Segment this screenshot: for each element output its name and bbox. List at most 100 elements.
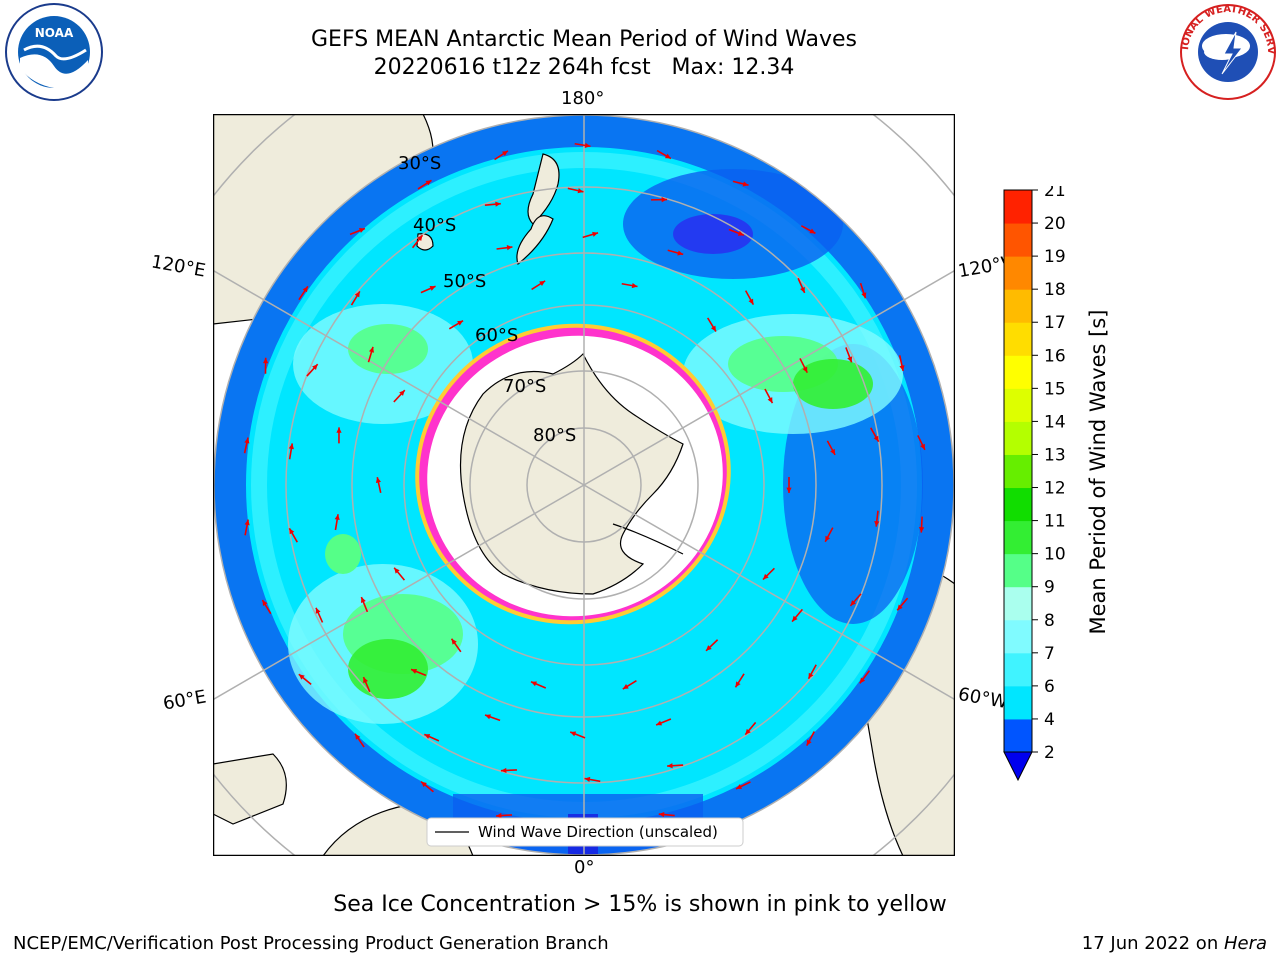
wind-wave-arrowhead bbox=[658, 811, 665, 818]
wind-wave-arrowhead bbox=[354, 291, 360, 298]
wind-wave-arrowhead bbox=[762, 573, 769, 580]
wind-wave-arrowhead bbox=[899, 365, 905, 371]
wind-wave-arrowhead bbox=[825, 535, 831, 542]
map-frame bbox=[213, 114, 955, 856]
wind-wave-arrowhead bbox=[244, 519, 250, 526]
colorbar-label: Mean Period of Wind Waves [s] bbox=[1086, 309, 1110, 635]
wind-wave-arrowhead bbox=[298, 674, 305, 680]
land-antarctica bbox=[459, 352, 684, 595]
wind-wave-arrowhead bbox=[735, 681, 741, 688]
footer-machine: Hera bbox=[1223, 933, 1267, 954]
wind-wave-arrowhead bbox=[800, 286, 805, 293]
colorbar-swatch bbox=[1004, 586, 1032, 621]
colorbar-tick-label: 8 bbox=[1044, 611, 1055, 631]
wind-wave-arrowhead bbox=[661, 197, 668, 203]
wind-wave-arrowhead bbox=[312, 364, 318, 370]
wind-wave-arrowhead bbox=[336, 427, 342, 433]
wind-wave-arrowhead bbox=[830, 448, 836, 455]
wind-wave-arrowhead bbox=[457, 320, 464, 326]
colorbar-tick-label: 14 bbox=[1044, 412, 1066, 432]
wind-wave-arrowhead bbox=[802, 366, 808, 373]
wind-wave-arrowhead bbox=[584, 142, 591, 148]
wind-wave-arrowhead bbox=[421, 781, 427, 788]
colorbar-tick-label: 11 bbox=[1044, 512, 1066, 532]
sea-ice-note: Sea Ice Concentration > 15% is shown in … bbox=[333, 892, 947, 917]
wind-wave-arrowhead bbox=[363, 677, 369, 684]
colorbar-tick-label: 6 bbox=[1044, 677, 1055, 697]
wind-wave-arrowhead bbox=[918, 527, 925, 533]
wind-wave-arrowhead bbox=[411, 668, 418, 674]
polar-map: 30°S 40°S 50°S 60°S 70°S 80°S Wind Wave … bbox=[213, 114, 955, 856]
noaa-logo-text: NOAA bbox=[35, 26, 74, 40]
wind-wave-arrowhead bbox=[577, 188, 584, 194]
land-new-zealand bbox=[527, 153, 560, 225]
colorbar-tick-label: 21 bbox=[1044, 186, 1066, 201]
colorbar-swatch bbox=[1004, 190, 1032, 224]
wind-wave-arrowhead bbox=[496, 813, 502, 819]
lat-label-30s: 30°S bbox=[398, 153, 441, 174]
colorbar-tick-label: 9 bbox=[1044, 578, 1055, 598]
wind-wave-arrowhead bbox=[425, 180, 432, 186]
colorbar-tick-label: 18 bbox=[1044, 280, 1066, 300]
colorbar-tick-label: 2 bbox=[1044, 743, 1055, 763]
wind-wave-arrows bbox=[243, 142, 926, 828]
wind-wave-arrowhead bbox=[485, 714, 491, 720]
wind-wave-arrowhead bbox=[677, 250, 684, 256]
wind-wave-arrowhead bbox=[861, 292, 867, 299]
wind-wave-arrowhead bbox=[375, 477, 381, 484]
lon-label-180: 180° bbox=[561, 88, 605, 109]
colorbar-swatch bbox=[1004, 685, 1032, 720]
wind-wave-arrowhead bbox=[263, 357, 269, 364]
lon-label-60e: 60°E bbox=[161, 686, 208, 715]
footer-date: 17 Jun 2022 on Hera bbox=[1081, 933, 1267, 954]
wind-wave-arrowhead bbox=[289, 528, 295, 535]
lat-label-40s: 40°S bbox=[413, 215, 456, 236]
wind-wave-arrowhead bbox=[539, 280, 546, 286]
wind-wave-arrowhead bbox=[850, 600, 856, 606]
lat-label-80s: 80°S bbox=[533, 425, 576, 446]
lon-label-120e: 120°E bbox=[149, 251, 208, 282]
wind-wave-arrowhead bbox=[706, 645, 712, 651]
colorbar-swatch bbox=[1004, 289, 1032, 323]
colorbar-swatch bbox=[1004, 388, 1032, 422]
wind-wave-arrowhead bbox=[495, 201, 501, 207]
wind-wave-arrowhead bbox=[742, 181, 749, 187]
wind-wave-arrowhead bbox=[873, 435, 879, 442]
wind-wave-arrowhead bbox=[368, 346, 374, 353]
colorbar-swatch bbox=[1004, 454, 1032, 489]
colorbar-tick-label: 17 bbox=[1044, 313, 1066, 333]
wind-wave-arrowhead bbox=[808, 672, 814, 679]
colorbar-swatch bbox=[1004, 487, 1032, 522]
wind-wave-arrowhead bbox=[745, 728, 751, 735]
wind-wave-arrowhead bbox=[424, 734, 431, 739]
legend-label: Wind Wave Direction (unscaled) bbox=[478, 823, 718, 841]
wind-wave-arrowhead bbox=[531, 681, 537, 687]
colorbar-swatch bbox=[1004, 421, 1032, 455]
wind-wave-arrowhead bbox=[767, 397, 773, 404]
wind-wave-arrowhead bbox=[399, 390, 405, 396]
wind-wave-arrowhead bbox=[859, 677, 866, 684]
wind-wave-arrowhead bbox=[358, 228, 365, 233]
wind-wave-arrowhead bbox=[502, 150, 508, 157]
wind-wave-arrowhead bbox=[737, 230, 744, 236]
footer-credit: NCEP/EMC/Verification Post Processing Pr… bbox=[13, 933, 609, 954]
wind-wave-arrowhead bbox=[667, 763, 673, 769]
wind-wave-arrowhead bbox=[244, 437, 250, 444]
colorbar: 2 4 6 7 8 9 10 11 12 13 14 15 16 17 18 19 20 21 bbox=[1003, 186, 1066, 782]
colorbar-swatch bbox=[1004, 322, 1032, 356]
wind-wave-arrowhead bbox=[920, 443, 925, 450]
lon-label-0: 0° bbox=[574, 857, 595, 878]
wind-wave-arrowhead bbox=[355, 733, 361, 740]
nws-logo: NATIONAL WEATHER SERVICE bbox=[1176, 2, 1276, 100]
wind-wave-arrowhead bbox=[897, 604, 903, 611]
colorbar-swatch bbox=[1004, 619, 1032, 654]
wind-wave-arrowhead bbox=[874, 520, 880, 527]
wind-wave-arrowhead bbox=[570, 731, 577, 737]
wind-wave-arrowhead bbox=[631, 283, 638, 289]
colorbar-tick-label: 16 bbox=[1044, 346, 1066, 366]
wind-wave-arrowhead bbox=[656, 720, 663, 726]
wind-wave-arrowhead bbox=[360, 597, 366, 604]
wind-wave-arrowhead bbox=[429, 286, 436, 291]
wind-wave-arrowhead bbox=[500, 767, 507, 774]
wind-wave-arrowhead bbox=[847, 356, 853, 363]
